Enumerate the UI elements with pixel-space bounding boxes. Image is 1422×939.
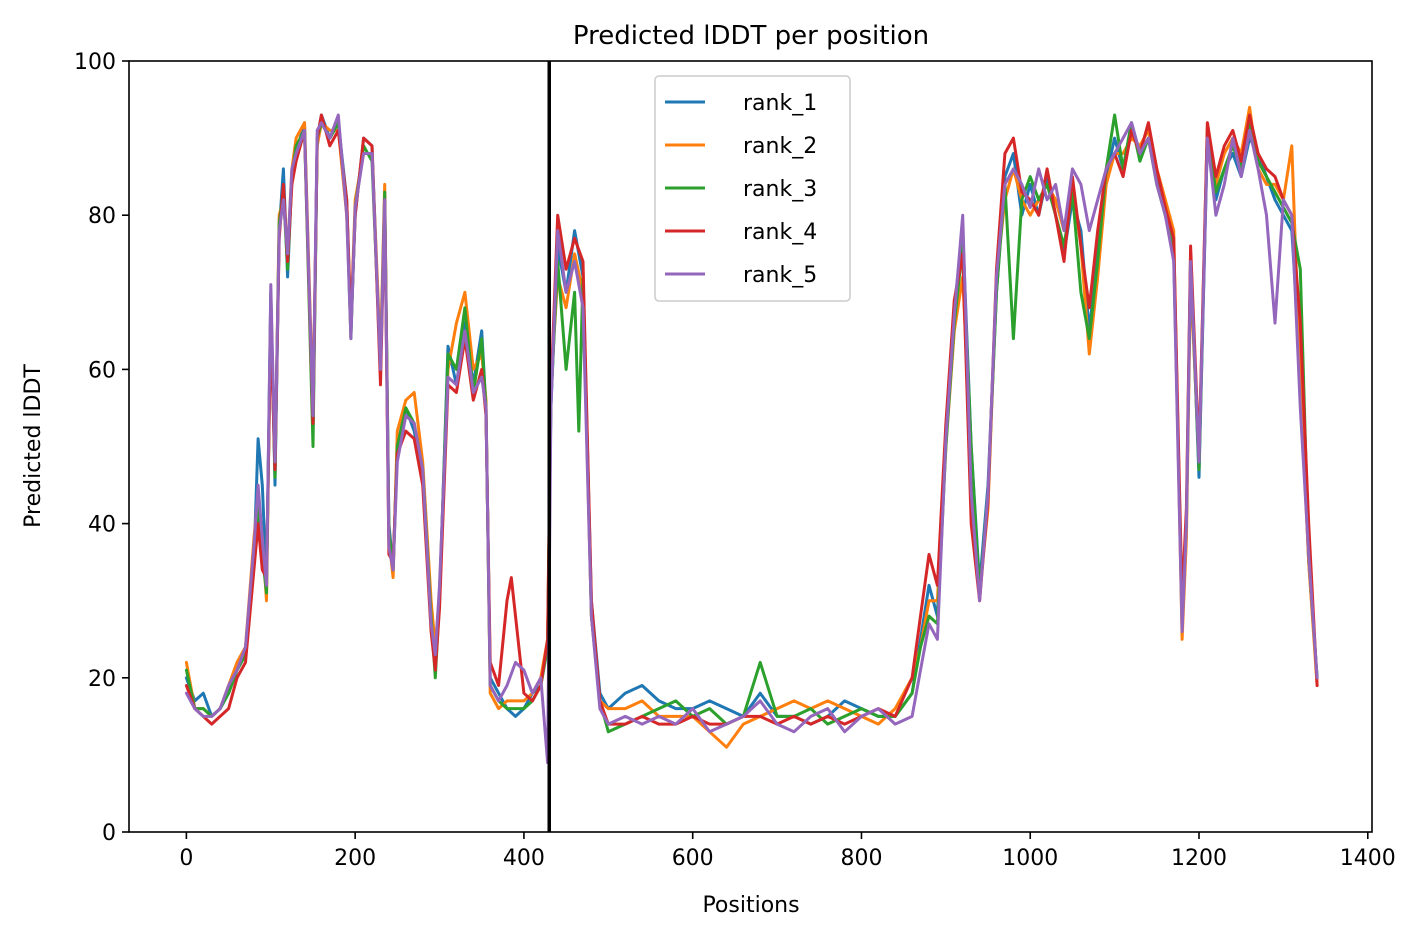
series-line-rank_5 [184,113,1319,765]
x-tick-label: 600 [672,846,714,871]
legend-label-rank_4: rank_4 [743,220,817,245]
x-axis-label: Positions [702,893,799,918]
y-tick-label: 60 [88,358,116,383]
y-tick-label: 80 [88,204,116,229]
chart-title: Predicted lDDT per position [573,21,929,51]
x-tick-label: 800 [840,846,882,871]
x-tick-label: 0 [179,846,193,871]
series-layer [184,105,1319,765]
legend-label-rank_1: rank_1 [743,91,817,116]
legend-label-rank_3: rank_3 [743,177,817,202]
y-tick-label: 100 [74,50,116,75]
y-axis-ticks: 0 20 40 60 80 100 [74,50,129,846]
x-axis-ticks: 0 200 400 600 800 1000 1200 1400 [179,832,1396,871]
x-tick-label: 1400 [1340,846,1396,871]
y-axis-label: Predicted lDDT [21,364,46,528]
plot-area-frame [128,60,1373,833]
y-tick-label: 20 [88,667,116,692]
x-tick-label: 1000 [1002,846,1058,871]
x-tick-label: 400 [503,846,545,871]
y-tick-label: 0 [102,821,116,846]
legend-label-rank_5: rank_5 [743,263,817,288]
x-tick-label: 200 [334,846,376,871]
legend-box [654,75,851,302]
legend: rank_1 rank_2 rank_3 rank_4 rank_5 [654,75,851,302]
legend-label-rank_2: rank_2 [743,134,817,159]
x-tick-label: 1200 [1171,846,1227,871]
y-tick-label: 40 [88,513,116,538]
